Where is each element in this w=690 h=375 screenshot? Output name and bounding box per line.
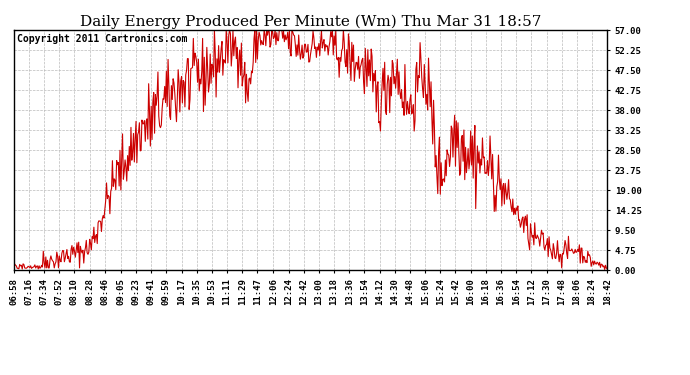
Text: Copyright 2011 Cartronics.com: Copyright 2011 Cartronics.com bbox=[17, 34, 187, 44]
Title: Daily Energy Produced Per Minute (Wm) Thu Mar 31 18:57: Daily Energy Produced Per Minute (Wm) Th… bbox=[80, 15, 541, 29]
